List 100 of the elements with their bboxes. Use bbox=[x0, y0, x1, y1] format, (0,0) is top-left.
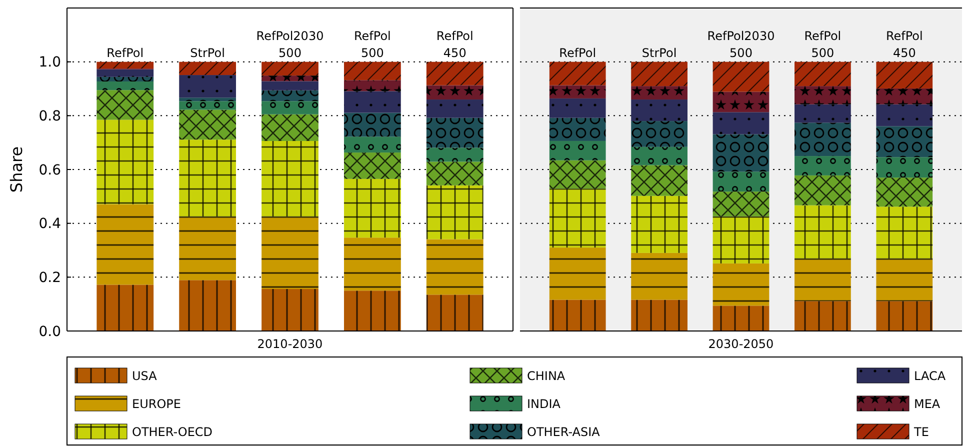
bar bbox=[426, 85, 484, 100]
legend-label: LACA bbox=[914, 369, 946, 384]
bar bbox=[179, 98, 236, 102]
bar bbox=[96, 120, 154, 204]
bar bbox=[712, 92, 770, 112]
bar bbox=[344, 80, 401, 92]
bar bbox=[344, 290, 401, 331]
bar bbox=[876, 126, 933, 158]
bar bbox=[549, 300, 606, 331]
bar bbox=[712, 192, 770, 216]
bar bbox=[426, 239, 484, 295]
bar bbox=[179, 101, 236, 110]
bar bbox=[344, 178, 401, 238]
bar bbox=[96, 76, 154, 82]
legend-label: TE bbox=[913, 425, 929, 440]
bar bbox=[549, 118, 606, 141]
bar bbox=[876, 62, 933, 88]
bar bbox=[344, 91, 401, 113]
bar bbox=[344, 136, 401, 153]
x-tick-label: RefPol2030 500 bbox=[707, 28, 775, 60]
bar bbox=[794, 301, 851, 331]
x-tick-label: RefPol bbox=[106, 46, 144, 60]
bar bbox=[549, 62, 606, 86]
bar bbox=[96, 81, 154, 90]
bar bbox=[426, 62, 484, 86]
y-tick-label: 0.8 bbox=[38, 108, 61, 125]
bar bbox=[794, 86, 851, 104]
bar bbox=[179, 62, 236, 76]
bar bbox=[262, 289, 318, 331]
bar bbox=[712, 216, 770, 264]
bar bbox=[631, 100, 688, 122]
legend-label: OTHER-OECD bbox=[132, 425, 213, 440]
bar bbox=[96, 62, 154, 69]
bar bbox=[262, 62, 318, 76]
bar bbox=[794, 258, 851, 302]
bar bbox=[262, 114, 318, 141]
bar bbox=[631, 146, 688, 166]
bar bbox=[426, 185, 484, 240]
bar bbox=[549, 85, 606, 98]
x-tick-label: RefPol 500 bbox=[804, 28, 842, 60]
bar bbox=[262, 81, 318, 90]
bar bbox=[344, 112, 401, 137]
bar bbox=[426, 148, 484, 162]
bar bbox=[262, 76, 318, 82]
bar bbox=[631, 196, 688, 253]
x-tick-label: RefPol 450 bbox=[886, 28, 923, 60]
bar bbox=[179, 216, 236, 280]
legend-label: INDIA bbox=[527, 397, 562, 412]
bar bbox=[549, 140, 606, 160]
legend-label: EUROPE bbox=[132, 397, 181, 412]
bar bbox=[712, 172, 770, 192]
x-tick-label: RefPol 450 bbox=[436, 28, 474, 60]
y-tick-label: 0.0 bbox=[38, 324, 61, 340]
bar bbox=[179, 75, 236, 98]
y-tick-label: 0.4 bbox=[38, 216, 62, 232]
bar bbox=[712, 112, 770, 134]
bar bbox=[876, 258, 933, 302]
bar bbox=[631, 165, 688, 196]
bar bbox=[876, 206, 933, 259]
x-tick-label: StrPol bbox=[642, 46, 677, 60]
bar bbox=[262, 140, 318, 217]
x-tick-label: RefPol bbox=[559, 46, 596, 60]
bar bbox=[631, 86, 688, 100]
bar bbox=[794, 205, 851, 259]
bar bbox=[344, 152, 401, 179]
bar bbox=[631, 300, 688, 331]
legend-label: CHINA bbox=[527, 369, 566, 384]
bar bbox=[262, 101, 318, 114]
bar bbox=[426, 162, 484, 186]
x-tick-label: StrPol bbox=[190, 46, 225, 60]
legend-label: OTHER-ASIA bbox=[527, 425, 601, 440]
bar bbox=[426, 100, 484, 118]
bar bbox=[876, 88, 933, 104]
y-tick-label: 0.6 bbox=[38, 162, 62, 178]
bar bbox=[96, 284, 154, 331]
bar bbox=[712, 263, 770, 306]
bar bbox=[179, 140, 236, 217]
bar bbox=[794, 122, 851, 156]
legend-label: USA bbox=[132, 369, 158, 384]
bar bbox=[96, 90, 154, 120]
y-tick-label: 1.0 bbox=[38, 54, 61, 71]
bar bbox=[426, 294, 484, 331]
x-axis-title: 2010-2030 bbox=[257, 337, 323, 351]
bar bbox=[549, 160, 606, 189]
bar bbox=[712, 134, 770, 172]
bar bbox=[794, 62, 851, 86]
bar bbox=[96, 69, 154, 77]
bar bbox=[631, 252, 688, 300]
x-tick-label: RefPol 500 bbox=[354, 28, 391, 60]
bar bbox=[876, 157, 933, 178]
bar bbox=[712, 62, 770, 92]
bar bbox=[631, 62, 688, 86]
x-tick-label: RefPol2030 500 bbox=[256, 28, 324, 60]
bar bbox=[179, 110, 236, 140]
bar bbox=[549, 188, 606, 248]
legend-label: MEA bbox=[914, 397, 941, 412]
bar bbox=[344, 238, 401, 291]
bar bbox=[549, 248, 606, 300]
bar bbox=[712, 306, 770, 331]
y-axis-title: Share bbox=[7, 146, 26, 193]
